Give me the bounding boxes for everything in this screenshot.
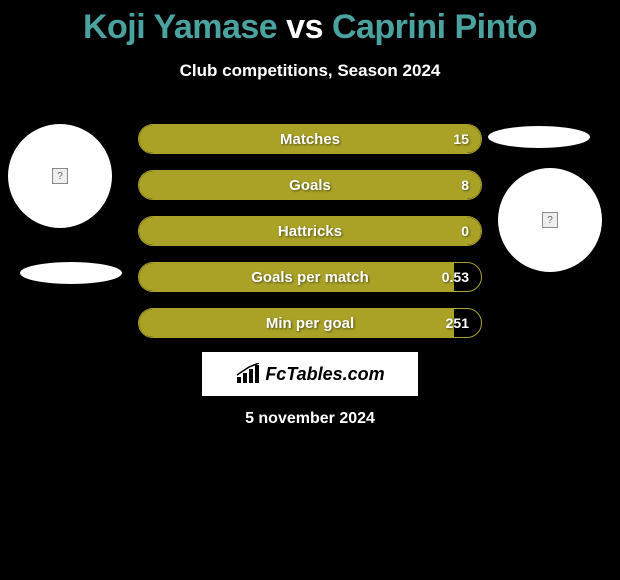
stats-container: Matches 15 Goals 8 Hattricks 0 Goals per…	[138, 124, 482, 354]
stat-row: Matches 15	[138, 124, 482, 154]
stat-value: 251	[446, 309, 469, 337]
date-text: 5 november 2024	[0, 410, 620, 428]
stat-label: Min per goal	[139, 309, 481, 337]
stat-row: Goals per match 0.53	[138, 262, 482, 292]
stat-label: Goals per match	[139, 263, 481, 291]
stat-value: 0	[461, 217, 469, 245]
stat-row: Hattricks 0	[138, 216, 482, 246]
subtitle: Club competitions, Season 2024	[0, 61, 620, 81]
brand-box: FcTables.com	[202, 352, 418, 396]
stat-label: Hattricks	[139, 217, 481, 245]
stat-value: 15	[453, 125, 469, 153]
stat-value: 0.53	[442, 263, 469, 291]
player1-shadow-ellipse	[20, 262, 122, 284]
player1-avatar: ?	[8, 124, 112, 228]
broken-image-icon: ?	[542, 212, 558, 228]
stat-label: Goals	[139, 171, 481, 199]
brand-text: FcTables.com	[265, 364, 384, 385]
comparison-title: Koji Yamase vs Caprini Pinto	[0, 0, 620, 47]
stat-row: Min per goal 251	[138, 308, 482, 338]
player1-name: Koji Yamase	[83, 8, 277, 46]
stat-row: Goals 8	[138, 170, 482, 200]
broken-image-icon: ?	[52, 168, 68, 184]
player2-avatar: ?	[498, 168, 602, 272]
player2-name: Caprini Pinto	[332, 8, 537, 46]
vs-text: vs	[286, 8, 323, 46]
player2-shadow-ellipse	[488, 126, 590, 148]
stat-value: 8	[461, 171, 469, 199]
bar-chart-icon	[235, 363, 261, 385]
stat-label: Matches	[139, 125, 481, 153]
